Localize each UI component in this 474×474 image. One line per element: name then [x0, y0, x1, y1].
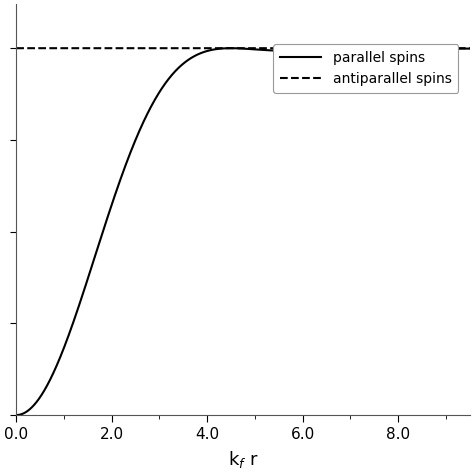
X-axis label: k$_f$ r: k$_f$ r	[228, 449, 258, 470]
parallel spins	[92, 254, 98, 259]
parallel spins	[458, 46, 464, 52]
antiparallel spins	[187, 46, 193, 51]
parallel spins	[65, 334, 71, 340]
parallel spins	[13, 412, 19, 418]
parallel spins	[410, 46, 415, 51]
antiparallel spins	[458, 46, 464, 51]
parallel spins	[467, 46, 473, 52]
antiparallel spins	[65, 46, 71, 51]
antiparallel spins	[409, 46, 415, 51]
antiparallel spins	[207, 46, 213, 51]
parallel spins	[187, 56, 193, 62]
parallel spins	[207, 47, 213, 53]
parallel spins	[383, 46, 388, 51]
Legend: parallel spins, antiparallel spins: parallel spins, antiparallel spins	[273, 44, 458, 93]
Line: parallel spins: parallel spins	[16, 48, 470, 415]
antiparallel spins	[92, 46, 98, 51]
antiparallel spins	[13, 46, 19, 51]
antiparallel spins	[467, 46, 473, 51]
